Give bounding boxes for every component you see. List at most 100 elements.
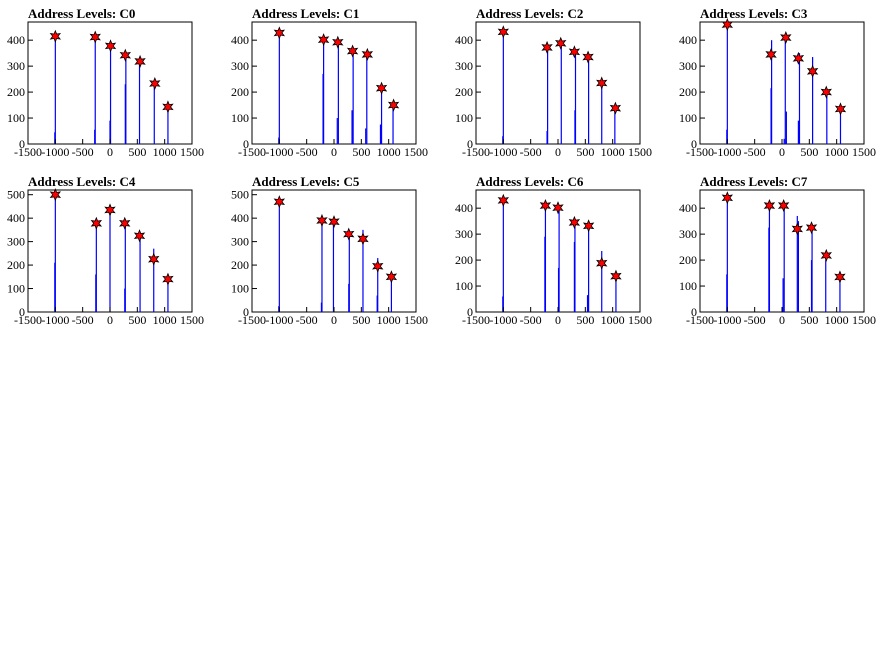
x-tick-label: 0 [331, 145, 337, 159]
peak-marker [596, 256, 608, 270]
peak-marker [328, 215, 340, 229]
peak-marker [582, 50, 594, 64]
y-tick-label: 100 [455, 279, 473, 293]
peak-marker [49, 29, 62, 43]
peak-marker [385, 270, 398, 284]
y-tick-label: 100 [679, 279, 697, 293]
x-tick-label: -1500 [462, 145, 490, 159]
x-tick-label: 500 [128, 313, 146, 327]
peak-marker [149, 76, 161, 91]
x-tick-label: -1000 [265, 313, 293, 327]
peak-marker [162, 100, 174, 114]
y-tick-label: 200 [455, 253, 473, 267]
peak-marker [555, 36, 567, 50]
peak-marker [834, 102, 847, 116]
x-tick-label: -1000 [41, 313, 69, 327]
chart-title: Address Levels: C0 [28, 6, 135, 21]
y-tick-label: 200 [455, 85, 473, 99]
peak-marker [273, 26, 286, 40]
y-tick-label: 300 [679, 227, 697, 241]
peak-marker [357, 232, 369, 246]
x-tick-label: 500 [576, 145, 594, 159]
y-tick-label: 100 [679, 111, 697, 125]
peak-marker [610, 269, 622, 283]
peak-marker [777, 198, 790, 213]
peak-marker [119, 48, 132, 62]
y-tick-label: 200 [231, 258, 249, 272]
y-tick-label: 200 [7, 258, 25, 272]
peak-marker [596, 76, 608, 90]
chart-title: Address Levels: C1 [252, 6, 359, 21]
x-tick-label: 0 [331, 313, 337, 327]
x-tick-label: 500 [352, 145, 370, 159]
chart-panel-6: Address Levels: C6 0 100 200 300 400 -1500 -100… [455, 174, 652, 327]
x-tick-label: -1500 [14, 145, 42, 159]
x-tick-label: -1500 [14, 313, 42, 327]
y-tick-label: 0 [243, 137, 249, 151]
x-tick-label: 1000 [601, 145, 625, 159]
peak-marker [780, 30, 792, 45]
peak-marker [805, 221, 818, 235]
peak-marker [162, 272, 174, 286]
chart-title: Address Levels: C4 [28, 174, 136, 189]
y-tick-label: 300 [679, 59, 697, 73]
chart-panel-5: Address Levels: C50100200300400500-1500-… [231, 174, 428, 327]
chart-title: Address Levels: C2 [476, 6, 583, 21]
x-tick-label: 500 [352, 313, 370, 327]
y-tick-label: 400 [231, 33, 249, 47]
y-tick-label: 300 [455, 227, 473, 241]
y-tick-label: 0 [243, 305, 249, 319]
peak-marker [361, 47, 374, 62]
x-tick-label: -1000 [41, 145, 69, 159]
peak-marker [763, 198, 776, 213]
peak-marker [148, 252, 160, 266]
peak-marker [568, 45, 581, 59]
y-tick-label: 200 [679, 253, 697, 267]
x-tick-label: 1500 [852, 313, 876, 327]
y-tick-label: 400 [679, 33, 697, 47]
chart-panel-4: Address Levels: C40100200300400500-1500-… [7, 174, 204, 327]
x-tick-label: 1500 [852, 145, 876, 159]
chart-title: Address Levels: C6 [476, 174, 584, 189]
peak-marker [497, 193, 510, 207]
x-tick-label: -1500 [686, 313, 714, 327]
y-tick-label: 500 [7, 188, 25, 202]
x-tick-label: 1500 [180, 313, 204, 327]
x-tick-label: 1000 [601, 313, 625, 327]
peak-marker [134, 54, 146, 69]
y-tick-label: 0 [467, 137, 473, 151]
y-tick-label: 0 [691, 137, 697, 151]
peak-marker [820, 85, 832, 99]
peak-marker [834, 270, 846, 284]
peak-marker [372, 259, 384, 273]
peak-marker [316, 213, 328, 228]
peak-marker [119, 216, 131, 230]
y-tick-label: 200 [231, 85, 249, 99]
peak-marker [721, 191, 734, 205]
y-tick-label: 300 [455, 59, 473, 73]
y-tick-label: 100 [455, 111, 473, 125]
x-tick-label: -500 [296, 313, 318, 327]
y-tick-label: 400 [455, 201, 473, 215]
x-tick-label: 1000 [153, 145, 177, 159]
x-tick-label: 1500 [628, 313, 652, 327]
x-tick-label: 1000 [377, 313, 401, 327]
peak-marker [332, 35, 344, 49]
peak-marker [609, 101, 622, 115]
chart-panel-1: Address Levels: C1 0 100 200 300 400 -1500 -100… [231, 6, 428, 159]
y-tick-label: 400 [455, 33, 473, 47]
y-tick-label: 0 [467, 305, 473, 319]
y-tick-label: 100 [231, 282, 249, 296]
y-tick-label: 400 [7, 211, 25, 225]
x-tick-label: -500 [296, 145, 318, 159]
peak-marker [133, 229, 146, 243]
x-tick-label: 0 [779, 313, 785, 327]
peak-marker [539, 198, 552, 213]
x-tick-label: -1000 [265, 145, 293, 159]
x-tick-label: 1000 [825, 145, 849, 159]
peak-marker [765, 47, 777, 62]
chart-title: Address Levels: C5 [252, 174, 360, 189]
peak-marker [387, 98, 400, 112]
x-tick-label: 1500 [628, 145, 652, 159]
